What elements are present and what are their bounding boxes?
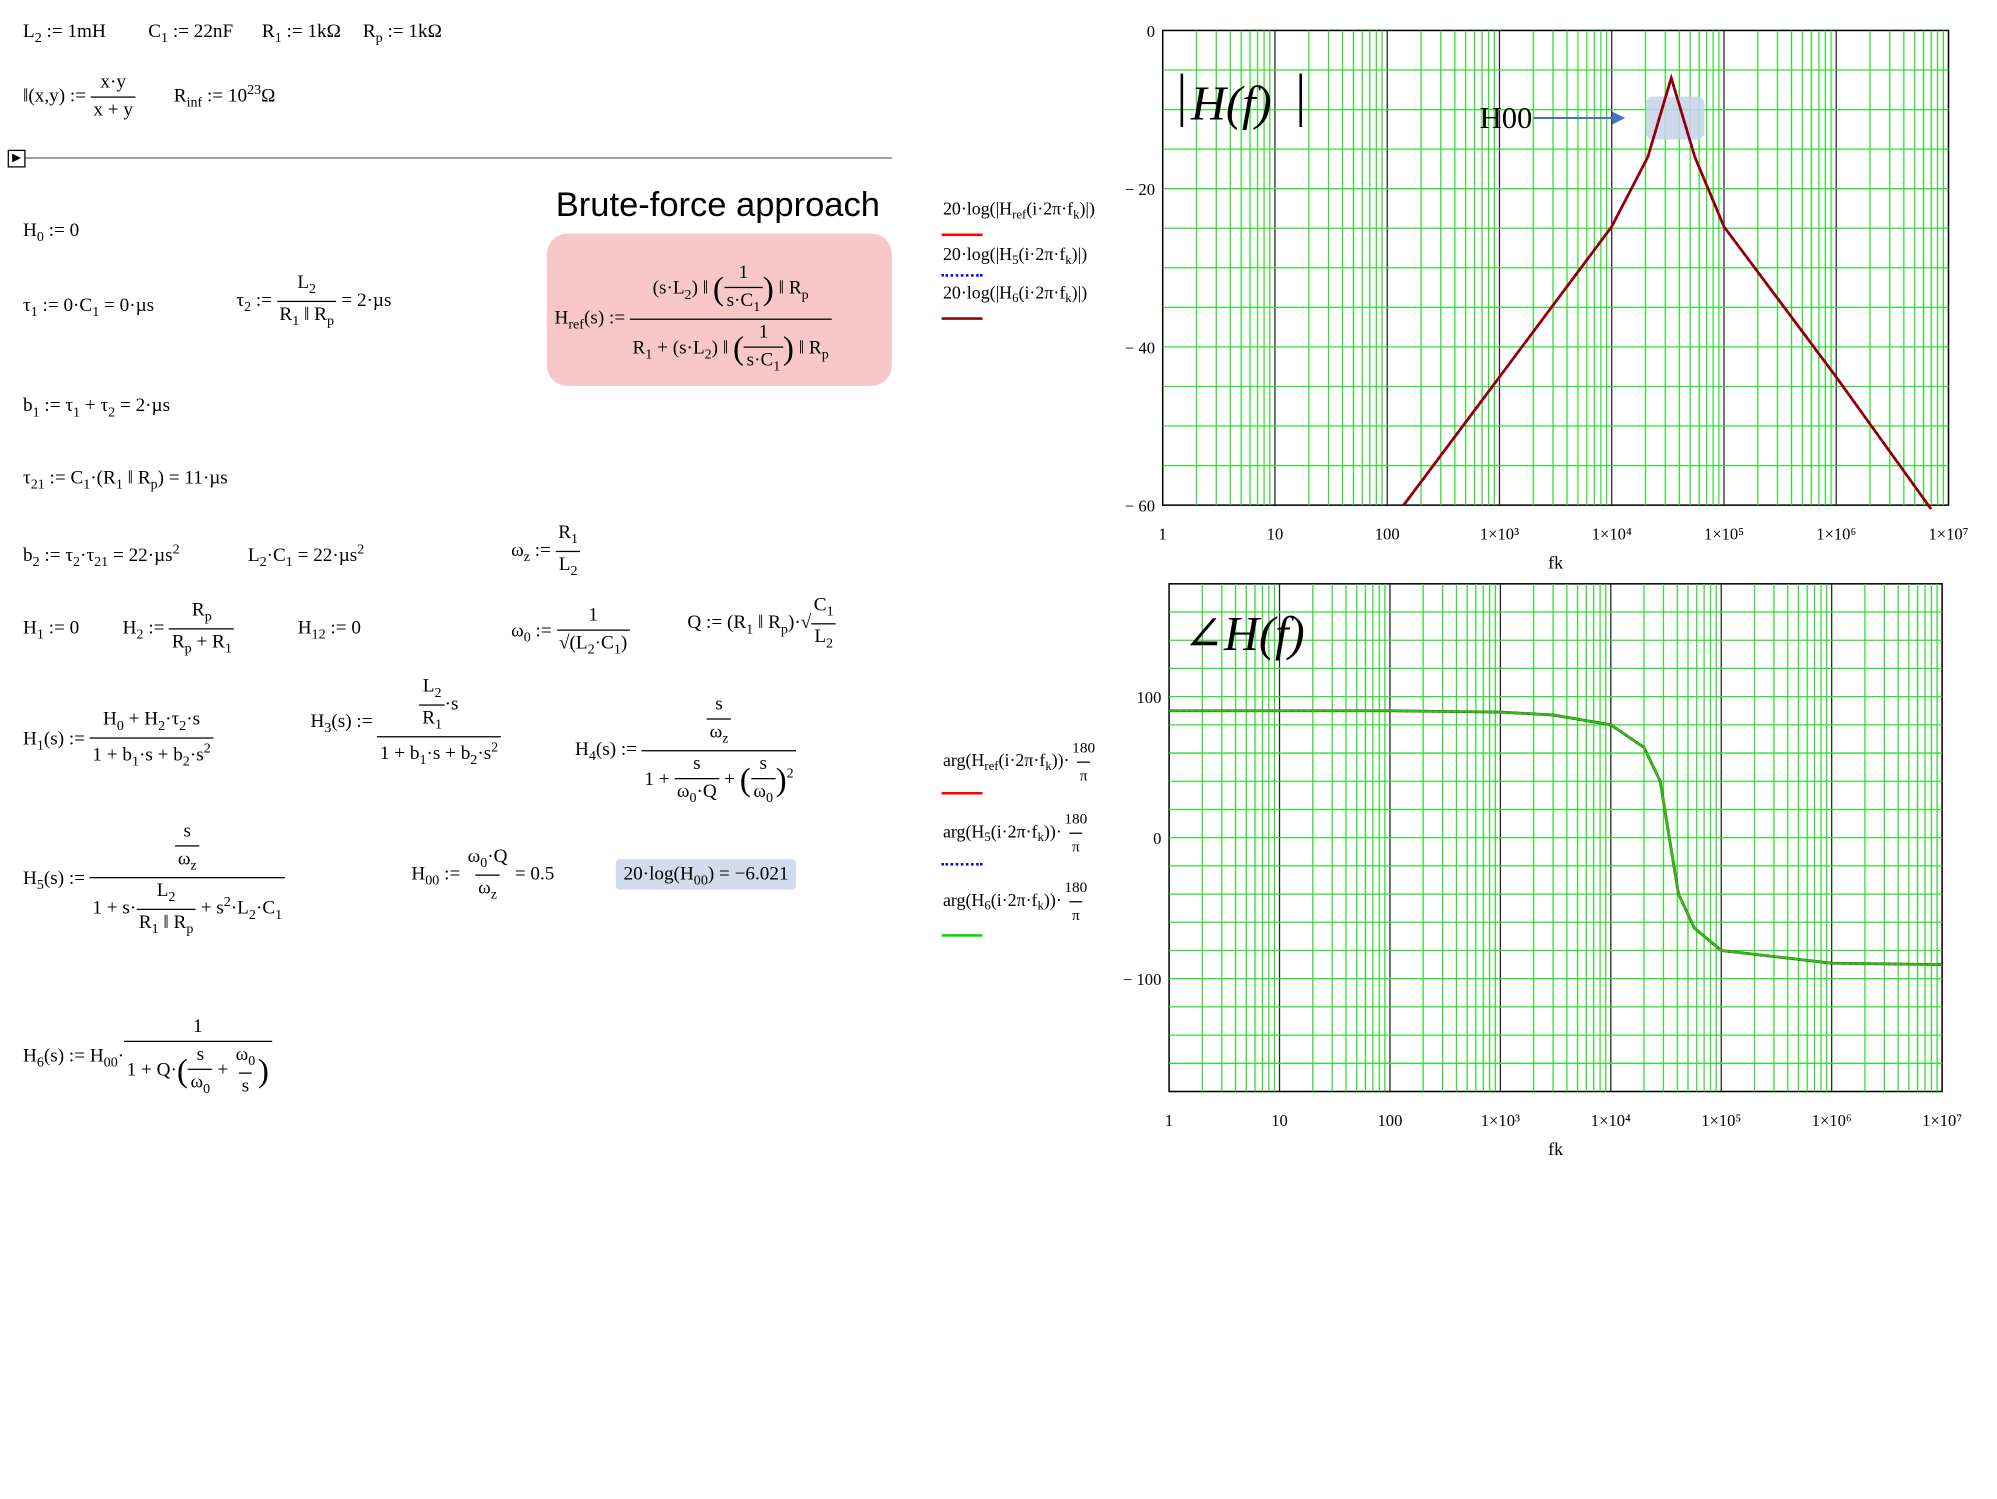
eq-h12[interactable]: H12 := 0 (297, 618, 361, 643)
def-l2[interactable]: L2 := 1mH (22, 21, 106, 46)
eq-tau2[interactable]: τ2 := L2 R1 ‖ Rp = 2·µs (236, 272, 392, 329)
x-tick-label: 1×10⁷ (1928, 524, 1968, 543)
annotation-arrowhead (1612, 111, 1626, 125)
chart-title: H(f) (1190, 77, 1272, 130)
eq-h3s[interactable]: H3(s) := L2 R1 ·s 1 + b1·s + b2·s2 (310, 677, 501, 768)
legend-ph-href: arg(Href(i·2π·fk))· 180 π (942, 738, 1096, 785)
href-den: R1 + (s·L2) ‖ (1 s·C1) ‖ Rp (629, 318, 832, 375)
eq-tau21[interactable]: τ21 := C1·(R1 ‖ Rp) = 11·µs (22, 468, 228, 493)
legend-mag-h6-line (941, 317, 983, 320)
legend-mag-h5-line (941, 274, 983, 277)
eq-h1[interactable]: H1 := 0 (22, 618, 80, 643)
eq-b1[interactable]: b1 := τ1 + τ2 = 2·µs (22, 395, 171, 421)
legend-ph-h6: arg(H6(i·2π·fk))· 180 π (942, 878, 1088, 924)
chart-magnitude: 1 10 100 1×10³ 1×10⁴ 1×10⁵ 1×10⁶ 1×10⁷ 0 − 20 − 40… (1125, 22, 1969, 573)
eq-w0[interactable]: ω0 := 1 √(L2·C1) (511, 606, 630, 658)
legend-mag-href-line (941, 233, 983, 237)
worksheet-canvas: L2 := 1mH C1 := 22nF R1 := 1kΩ Rp := 1kΩ… (0, 0, 1997, 1180)
x-tick-label: 1×10³ (1481, 1111, 1520, 1130)
x-tick-label: 1 (1159, 524, 1167, 543)
x-tick-label: 10 (1271, 1111, 1288, 1130)
parallel-lhs: ‖(x,y) := (22, 86, 87, 107)
eq-h00[interactable]: H00 := ω0·Q ωz = 0.5 (411, 846, 555, 903)
def-c1[interactable]: C1 := 22nF (148, 21, 234, 46)
parallel-num: x·y (100, 72, 126, 93)
y-tick-label: − 60 (1125, 497, 1155, 516)
chart-title: ∠H(f) (1183, 608, 1305, 661)
x-tick-label: 1×10⁵ (1701, 1111, 1741, 1130)
y-tick-label: 0 (1147, 22, 1155, 41)
href-lhs: Href(s) := (554, 308, 626, 333)
legend-ph-h6-line (941, 934, 983, 937)
y-tick-label: − 20 (1125, 180, 1155, 199)
eq-q[interactable]: Q := (R1 ‖ Rp)·√ C1 L2 (687, 596, 836, 652)
def-parallel[interactable]: ‖(x,y) := x·y x + y (22, 72, 136, 121)
eq-h5s[interactable]: H5(s) := s ωz 1 + s· L2 R1 ‖ Rp + s2·L2·C1 (23, 822, 285, 936)
href-fraction: (s·L2) ‖ (1 s·C1) ‖ Rp R1 + (s·L2) ‖ (1 s·… (629, 262, 832, 375)
def-rp[interactable]: Rp := 1kΩ (362, 21, 442, 46)
region-divider (25, 157, 892, 159)
eq-b2[interactable]: b2 := τ2·τ21 = 22·µs2 (22, 541, 180, 570)
def-rinf[interactable]: Rinf := 1023Ω (173, 82, 276, 111)
eq-h6s[interactable]: H6(s) := H00· 1 1 + Q·(s ω0 + ω0 s) (23, 1017, 272, 1097)
brute-force-title: Brute-force approach (555, 185, 880, 224)
eq-h4s[interactable]: H4(s) := s ωz 1 + s ω0·Q + (s ω0)2 (575, 695, 797, 806)
legend-ph-h5: arg(H5(i·2π·fk))· 180 π (942, 809, 1088, 856)
region-collapse-toggle[interactable]: ▶ (7, 149, 26, 168)
eq-h2[interactable]: H2 := Rp Rp + R1 (123, 601, 235, 657)
legend-mag-href: 20·log(|Href(i·2π·fk)|) (942, 200, 1095, 223)
brute-force-highlight (546, 233, 892, 386)
y-tick-label: 0 (1153, 829, 1161, 848)
legend-ph-h5-line (941, 863, 983, 866)
legend-mag-h5: 20·log(|H5(i·2π·fk)|) (942, 246, 1088, 268)
x-tick-label: 10 (1267, 524, 1284, 543)
series-line-3 (1402, 74, 1932, 510)
chart-phase: 1 10 100 1×10³ 1×10⁴ 1×10⁵ 1×10⁶ 1×10⁷ 100 0 − 100… (1123, 583, 1962, 1159)
legend-mag-h6: 20·log(|H6(i·2π·fk)|) (942, 284, 1088, 306)
x-tick-label: 1×10⁴ (1592, 524, 1632, 543)
x-axis-label: fk (1548, 1139, 1563, 1159)
y-tick-label: − 40 (1125, 338, 1155, 357)
annotation-h00: H00 (1480, 101, 1533, 135)
legend-ph-href-line (941, 791, 983, 795)
x-tick-label: 1×10⁴ (1591, 1111, 1631, 1130)
def-r1[interactable]: R1 := 1kΩ (261, 21, 341, 46)
y-tick-label: 100 (1137, 688, 1162, 707)
eq-h00-db[interactable]: 20·log(H00) = −6.021 (615, 859, 797, 890)
x-tick-label: 1 (1165, 1111, 1173, 1130)
x-tick-label: 1×10³ (1480, 524, 1519, 543)
href-definition[interactable]: Href(s) := (s·L2) ‖ (1 s·C1) ‖ Rp R1 + (s… (554, 262, 832, 375)
series-line-3 (1169, 709, 1943, 966)
href-num: (s·L2) ‖ (1 s·C1) ‖ Rp (652, 262, 809, 315)
eq-h0[interactable]: H0 := 0 (22, 220, 80, 245)
eq-wz[interactable]: ωz := R1 L2 (511, 524, 581, 579)
x-tick-label: 1×10⁶ (1812, 1111, 1852, 1130)
x-tick-label: 100 (1377, 1111, 1402, 1130)
eq-l2c1[interactable]: L2·C1 = 22·µs2 (247, 541, 365, 570)
x-tick-label: 100 (1375, 524, 1400, 543)
x-tick-label: 1×10⁶ (1816, 524, 1856, 543)
peak-highlight (1645, 96, 1705, 140)
eq-tau1[interactable]: τ1 := 0·C1 = 0·µs (22, 295, 155, 320)
y-tick-label: − 100 (1123, 970, 1161, 989)
x-tick-label: 1×10⁷ (1922, 1111, 1962, 1130)
parallel-den: x + y (90, 96, 136, 120)
x-tick-label: 1×10⁵ (1704, 524, 1744, 543)
eq-h1s[interactable]: H1(s) := H0 + H2·τ2·s 1 + b1·s + b2·s2 (23, 710, 214, 769)
x-axis-label: fk (1548, 553, 1563, 573)
parallel-fraction: x·y x + y (90, 72, 136, 121)
